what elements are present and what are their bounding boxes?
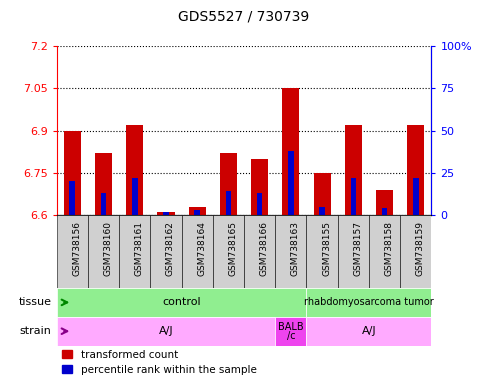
Text: A/J: A/J (159, 326, 173, 336)
Bar (407, 125, 424, 215)
Bar (369, 215, 400, 288)
Text: GSM738161: GSM738161 (135, 221, 144, 276)
Bar (220, 153, 237, 215)
Bar (150, 215, 181, 288)
Bar (400, 215, 431, 288)
Bar (57, 288, 307, 317)
Bar (251, 159, 268, 215)
Text: GDS5527 / 730739: GDS5527 / 730739 (178, 9, 310, 23)
Bar (288, 151, 294, 215)
Bar (413, 178, 419, 215)
Text: GSM738164: GSM738164 (197, 221, 206, 276)
Bar (257, 193, 262, 215)
Text: GSM738159: GSM738159 (416, 221, 425, 276)
Bar (275, 317, 307, 346)
Text: tissue: tissue (19, 297, 52, 308)
Bar (57, 317, 275, 346)
Bar (163, 212, 169, 215)
Bar (307, 317, 431, 346)
Text: GSM738163: GSM738163 (291, 221, 300, 276)
Bar (282, 88, 299, 215)
Text: rhabdomyosarcoma tumor: rhabdomyosarcoma tumor (304, 297, 434, 308)
Bar (88, 215, 119, 288)
Bar (244, 215, 275, 288)
Bar (70, 181, 75, 215)
Text: GSM738157: GSM738157 (353, 221, 362, 276)
Bar (57, 215, 88, 288)
Bar (101, 193, 106, 215)
Bar (338, 215, 369, 288)
Bar (181, 215, 213, 288)
Legend: transformed count, percentile rank within the sample: transformed count, percentile rank withi… (62, 350, 256, 375)
Bar (64, 131, 81, 215)
Text: GSM738156: GSM738156 (72, 221, 81, 276)
Bar (382, 208, 387, 215)
Bar (226, 191, 231, 215)
Text: A/J: A/J (362, 326, 376, 336)
Bar (345, 125, 362, 215)
Bar (194, 210, 200, 215)
Bar (95, 153, 112, 215)
Bar (189, 207, 206, 215)
Bar (119, 215, 150, 288)
Text: strain: strain (20, 326, 52, 336)
Bar (319, 207, 325, 215)
Bar (376, 190, 393, 215)
Text: GSM738158: GSM738158 (385, 221, 393, 276)
Text: GSM738160: GSM738160 (104, 221, 112, 276)
Bar (157, 212, 175, 215)
Bar (351, 178, 356, 215)
Text: GSM738166: GSM738166 (260, 221, 269, 276)
Bar (213, 215, 244, 288)
Text: BALB
/c: BALB /c (278, 322, 304, 341)
Bar (126, 125, 143, 215)
Bar (275, 215, 307, 288)
Bar (314, 173, 331, 215)
Text: control: control (162, 297, 201, 308)
Text: GSM738165: GSM738165 (228, 221, 238, 276)
Bar (307, 215, 338, 288)
Bar (307, 288, 431, 317)
Text: GSM738162: GSM738162 (166, 221, 175, 276)
Bar (132, 178, 138, 215)
Text: GSM738155: GSM738155 (322, 221, 331, 276)
